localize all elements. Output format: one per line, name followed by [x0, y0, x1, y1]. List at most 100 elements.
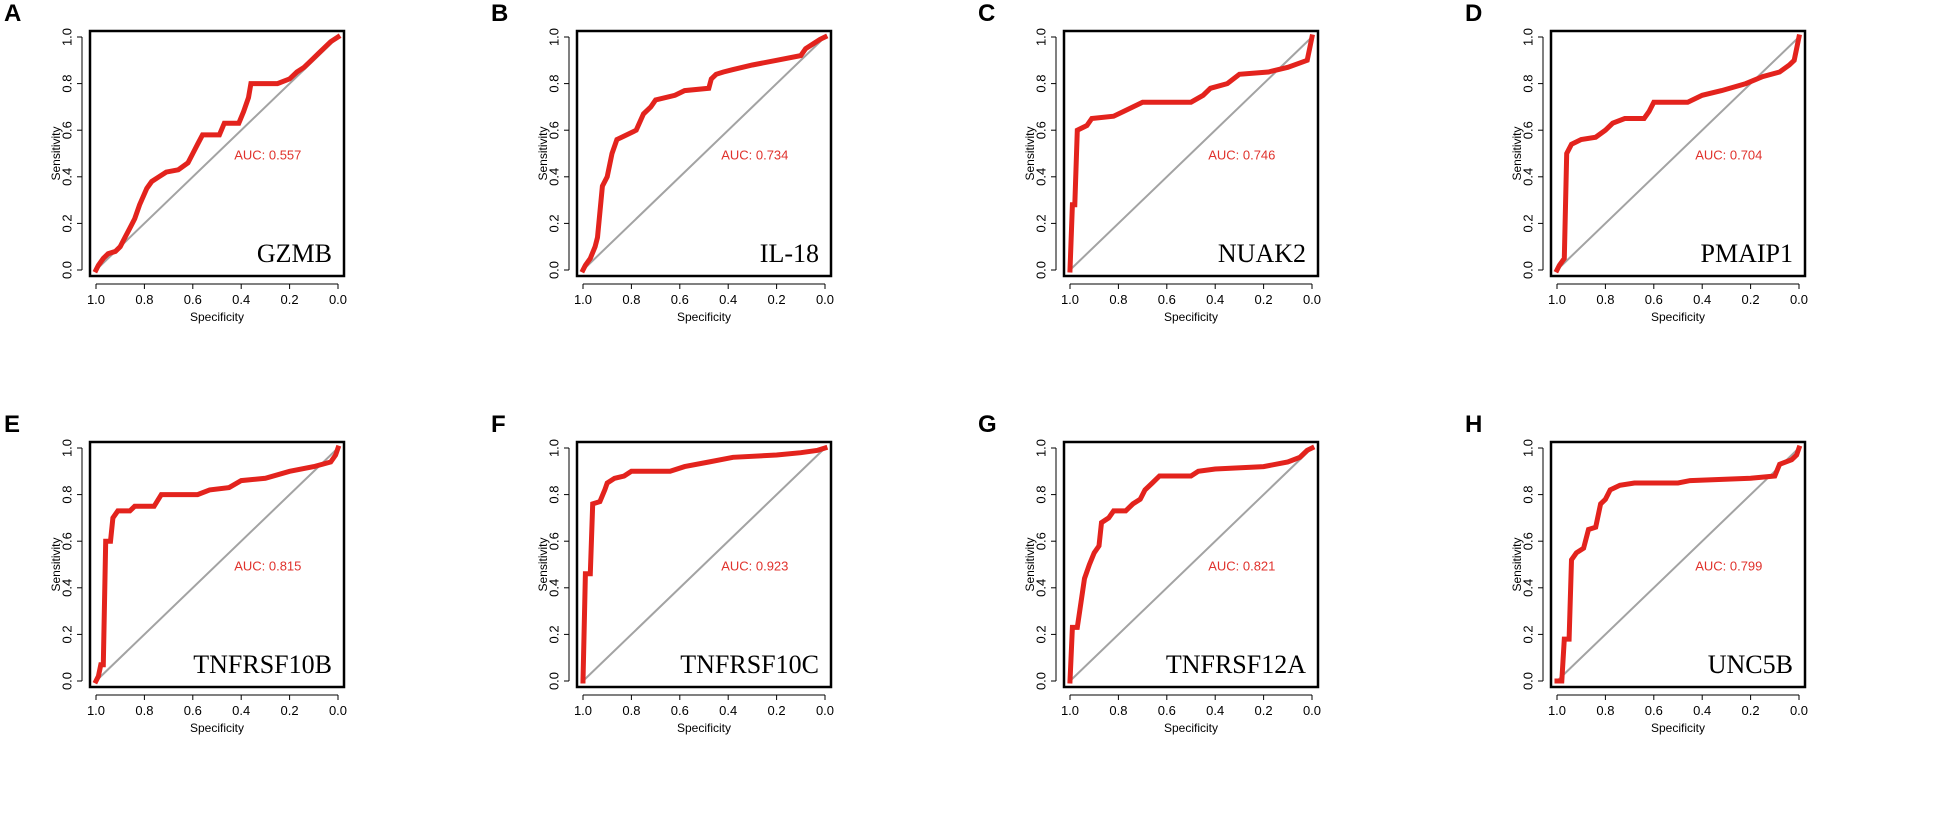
- y-tick-label: 0.0: [546, 672, 561, 690]
- roc-curve: [580, 444, 829, 684]
- x-tick-label: 0.6: [184, 703, 202, 718]
- reference-diagonal: [95, 36, 339, 271]
- y-tick-label: 0.8: [59, 486, 74, 504]
- roc-chart-g: G 0.0 0.2 0.4 0.6 0.8 1.0 1.0 0.8 0.6 0.4 0.2 0.0 Spe…: [978, 411, 1321, 735]
- x-tick-label: 0.0: [816, 292, 834, 307]
- x-tick-label: 0.4: [1693, 292, 1711, 307]
- reference-diagonal: [582, 447, 826, 682]
- x-axis-label: Specificity: [1164, 721, 1218, 735]
- x-tick-label: 0.4: [1693, 703, 1711, 718]
- x-tick-label: 0.4: [1206, 703, 1224, 718]
- x-tick-label: 0.8: [1596, 292, 1614, 307]
- reference-diagonal: [1556, 447, 1800, 682]
- y-tick-label: 1.0: [546, 439, 561, 457]
- x-axis-label: Specificity: [1651, 310, 1705, 324]
- x-tick-label: 0.4: [232, 292, 250, 307]
- roc-curve: [1554, 444, 1803, 684]
- x-tick-label: 0.2: [768, 292, 786, 307]
- gene-label: NUAK2: [1218, 239, 1306, 268]
- x-tick-label: 0.2: [1255, 703, 1273, 718]
- gene-label: IL-18: [760, 239, 819, 268]
- auc-label: AUC: 0.734: [721, 148, 788, 163]
- y-tick-label: 1.0: [1033, 28, 1048, 46]
- y-tick-label: 0.2: [1520, 625, 1535, 643]
- y-tick-label: 0.4: [1520, 168, 1535, 186]
- roc-panel-b: B 0.0 0.2 0.4 0.6 0.8 1.0 1.0 0.8 0.6 0.4 0.2 0.0 Spe…: [487, 0, 974, 411]
- y-tick-label: 0.0: [546, 261, 561, 279]
- x-tick-label: 0.8: [1596, 703, 1614, 718]
- panel-letter: C: [978, 0, 995, 27]
- x-tick-label: 0.2: [768, 703, 786, 718]
- x-tick-label: 0.6: [1645, 703, 1663, 718]
- x-tick-label: 0.4: [719, 703, 737, 718]
- y-axis-label: Sensitivity: [1510, 126, 1524, 180]
- y-axis-label: Sensitivity: [1023, 537, 1037, 591]
- x-tick-label: 0.8: [135, 292, 153, 307]
- auc-label: AUC: 0.557: [234, 148, 301, 163]
- x-tick-label: 0.2: [1742, 703, 1760, 718]
- roc-panel-d: D 0.0 0.2 0.4 0.6 0.8 1.0 1.0 0.8 0.6 0.4 0.2 0.0 Spe…: [1461, 0, 1948, 411]
- x-axis-label: Specificity: [190, 310, 244, 324]
- y-tick-label: 0.6: [1520, 121, 1535, 139]
- y-tick-label: 0.4: [1520, 579, 1535, 597]
- plot-frame: [1549, 440, 1807, 689]
- auc-label: AUC: 0.821: [1208, 559, 1275, 574]
- y-tick-label: 1.0: [59, 439, 74, 457]
- x-tick-label: 0.6: [1158, 292, 1176, 307]
- x-tick-label: 0.0: [1790, 292, 1808, 307]
- y-tick-label: 1.0: [1520, 439, 1535, 457]
- y-tick-label: 0.8: [1033, 486, 1048, 504]
- y-tick-label: 0.6: [59, 532, 74, 550]
- roc-chart-f: F 0.0 0.2 0.4 0.6 0.8 1.0 1.0 0.8 0.6 0.4 0.2 0.0 Spe…: [491, 411, 834, 735]
- gene-label: GZMB: [257, 239, 332, 268]
- gene-label: TNFRSF10C: [680, 650, 819, 679]
- x-tick-label: 0.6: [671, 292, 689, 307]
- x-tick-label: 1.0: [87, 292, 105, 307]
- y-tick-label: 0.4: [59, 168, 74, 186]
- roc-panel-h: H 0.0 0.2 0.4 0.6 0.8 1.0 1.0 0.8 0.6 0.4 0.2 0.0 Spe…: [1461, 411, 1948, 822]
- auc-label: AUC: 0.815: [234, 559, 301, 574]
- x-tick-label: 1.0: [574, 292, 592, 307]
- auc-label: AUC: 0.746: [1208, 148, 1275, 163]
- gene-label: TNFRSF10B: [193, 650, 332, 679]
- x-tick-label: 0.8: [622, 292, 640, 307]
- y-tick-label: 0.2: [1033, 214, 1048, 232]
- y-tick-label: 0.8: [1520, 75, 1535, 93]
- x-tick-label: 0.6: [1158, 703, 1176, 718]
- y-tick-label: 0.8: [546, 75, 561, 93]
- x-tick-label: 0.4: [719, 292, 737, 307]
- x-tick-label: 0.0: [329, 292, 347, 307]
- panel-letter: D: [1465, 0, 1482, 27]
- plot-frame: [575, 29, 833, 278]
- panel-letter: B: [491, 0, 508, 27]
- x-tick-label: 0.8: [1109, 292, 1127, 307]
- reference-diagonal: [1556, 36, 1800, 271]
- y-tick-label: 0.8: [1033, 75, 1048, 93]
- x-tick-label: 0.0: [816, 703, 834, 718]
- panel-letter: A: [4, 0, 21, 27]
- y-tick-label: 0.4: [546, 168, 561, 186]
- gene-label: PMAIP1: [1701, 239, 1793, 268]
- y-tick-label: 0.0: [1033, 672, 1048, 690]
- x-tick-label: 1.0: [87, 703, 105, 718]
- roc-chart-c: C 0.0 0.2 0.4 0.6 0.8 1.0 1.0 0.8 0.6 0.4 0.2 0.0 Spe…: [978, 0, 1321, 324]
- x-tick-label: 1.0: [574, 703, 592, 718]
- auc-label: AUC: 0.923: [721, 559, 788, 574]
- y-tick-label: 0.2: [59, 625, 74, 643]
- x-tick-label: 0.0: [1303, 292, 1321, 307]
- roc-panel-f: F 0.0 0.2 0.4 0.6 0.8 1.0 1.0 0.8 0.6 0.4 0.2 0.0 Spe…: [487, 411, 974, 822]
- roc-chart-h: H 0.0 0.2 0.4 0.6 0.8 1.0 1.0 0.8 0.6 0.4 0.2 0.0 Spe…: [1465, 411, 1808, 735]
- y-tick-label: 0.0: [59, 672, 74, 690]
- x-tick-label: 0.8: [1109, 703, 1127, 718]
- roc-curve: [92, 33, 342, 274]
- roc-curve: [92, 444, 342, 685]
- roc-panel-g: G 0.0 0.2 0.4 0.6 0.8 1.0 1.0 0.8 0.6 0.4 0.2 0.0 Spe…: [974, 411, 1461, 822]
- x-tick-label: 0.6: [671, 703, 689, 718]
- panel-letter: H: [1465, 411, 1482, 438]
- roc-chart-d: D 0.0 0.2 0.4 0.6 0.8 1.0 1.0 0.8 0.6 0.4 0.2 0.0 Spe…: [1465, 0, 1808, 324]
- y-tick-label: 0.6: [546, 532, 561, 550]
- y-tick-label: 0.4: [1033, 579, 1048, 597]
- x-tick-label: 0.4: [1206, 292, 1224, 307]
- roc-chart-a: A 0.0 0.2 0.4 0.6 0.8 1.0 1.0 0.8 0.6 0.4 0.2 0.0 Spe…: [4, 0, 347, 324]
- x-tick-label: 0.2: [1255, 292, 1273, 307]
